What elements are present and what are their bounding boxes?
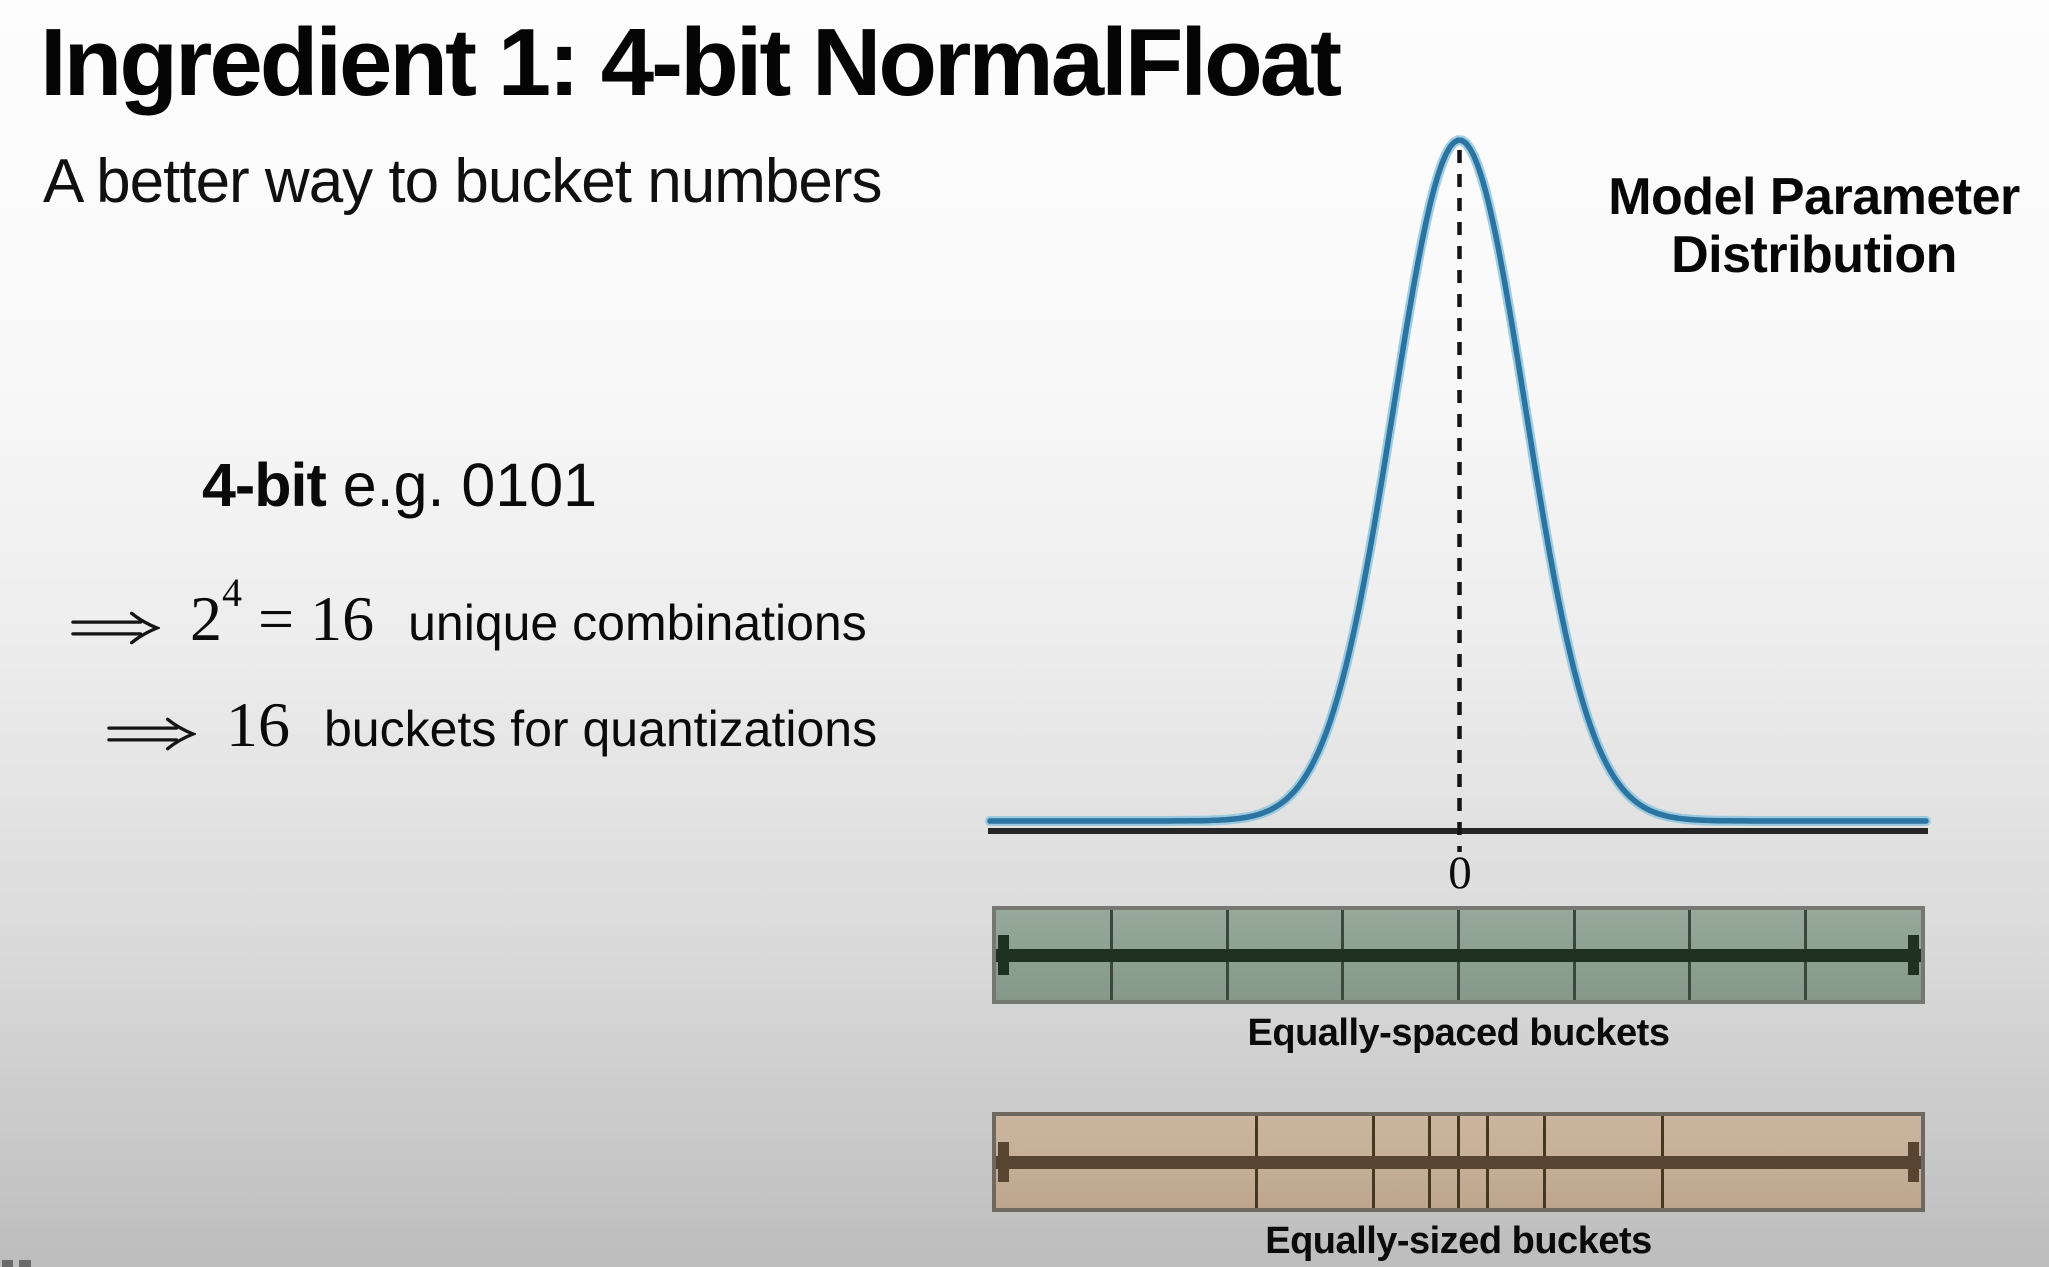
range-endcap-left	[998, 1142, 1009, 1182]
bucket-count: 16	[226, 689, 306, 760]
range-endcap-right	[1908, 935, 1919, 975]
combinations-line: 24 = 16 unique combinations	[70, 570, 867, 656]
bit-example-line: 4-bit e.g. 0101	[202, 450, 597, 520]
distribution-label-line2: Distribution	[1671, 226, 1957, 285]
buckets-line: 16 buckets for quantizations	[106, 688, 877, 762]
bucket-range-line	[996, 1155, 1921, 1169]
bucket-range-line	[996, 948, 1921, 962]
page-subtitle: A better way to bucket numbers	[43, 147, 882, 216]
distribution-label-line1: Model Parameter	[1608, 168, 2020, 226]
bit-example: e.g. 0101	[325, 451, 598, 519]
combinations-text: unique combinations	[408, 595, 867, 651]
page-title: Ingredient 1: 4-bit NormalFloat	[40, 9, 1342, 116]
bit-label: 4-bit	[202, 451, 327, 519]
video-player-artifact	[2, 1260, 13, 1267]
range-endcap-right	[1908, 1142, 1919, 1182]
equally-spaced-caption: Equally-spaced buckets	[1247, 1012, 1670, 1054]
exponent: 4	[222, 570, 242, 615]
video-player-artifact	[19, 1260, 31, 1267]
buckets-text: buckets for quantizations	[324, 701, 878, 757]
distribution-label: Model Parameter Distribution	[1578, 168, 2049, 284]
implies-arrow-icon	[71, 611, 160, 645]
equally-sized-caption: Equally-sized buckets	[1265, 1220, 1652, 1262]
range-endcap-left	[998, 935, 1009, 975]
implies-arrow-icon	[107, 717, 196, 751]
math-expression: 24 = 16	[190, 570, 391, 655]
x-axis-zero-tick-label: 0	[1448, 847, 1472, 899]
equally-sized-buckets-bar	[992, 1112, 1925, 1212]
equally-spaced-buckets-bar	[992, 906, 1925, 1004]
